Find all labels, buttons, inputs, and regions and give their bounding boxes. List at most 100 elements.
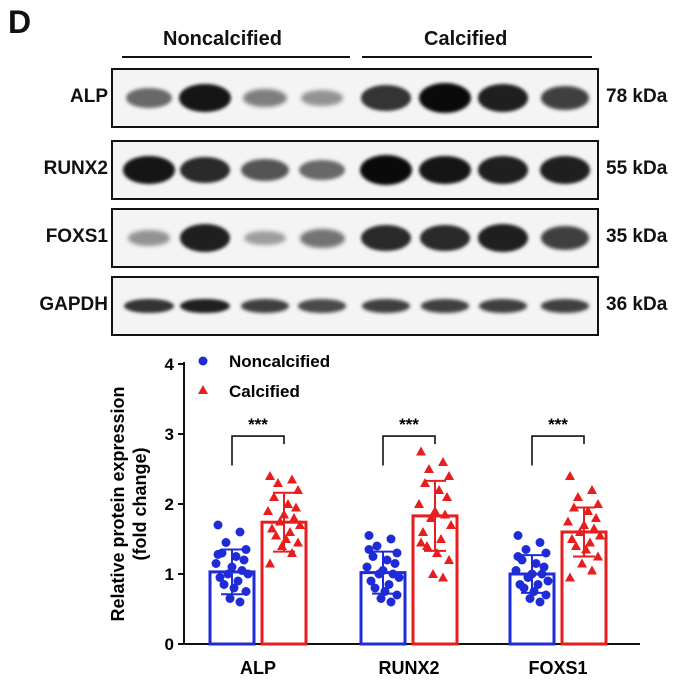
group-line-noncalcified bbox=[122, 56, 350, 58]
data-point bbox=[241, 587, 251, 596]
data-point bbox=[374, 569, 384, 579]
blot-band bbox=[127, 230, 171, 246]
blot-band bbox=[539, 156, 591, 184]
data-point bbox=[213, 549, 223, 559]
blot-strip-alp bbox=[111, 68, 599, 128]
significance-label: *** bbox=[399, 415, 419, 434]
data-point bbox=[291, 502, 301, 512]
x-tick-label: ALP bbox=[240, 658, 276, 678]
blot-label-gapdh: GAPDH bbox=[39, 294, 108, 315]
data-point bbox=[392, 590, 402, 600]
significance-label: *** bbox=[248, 415, 268, 434]
data-point bbox=[233, 576, 243, 586]
significance-bracket bbox=[382, 435, 436, 466]
data-point bbox=[422, 541, 432, 550]
data-point bbox=[293, 485, 303, 494]
data-point bbox=[213, 520, 223, 530]
data-point bbox=[416, 446, 426, 456]
data-point bbox=[414, 499, 424, 508]
significance-bracket bbox=[531, 435, 585, 466]
data-point bbox=[541, 548, 551, 558]
bar-chart: 0 1 2 3 4 Relative protein expression (fold ch… bbox=[108, 352, 640, 678]
blot-band bbox=[241, 158, 289, 182]
blot-band bbox=[126, 87, 172, 109]
data-point bbox=[438, 572, 448, 582]
significance-bracket bbox=[231, 435, 285, 466]
data-point bbox=[436, 534, 446, 543]
data-point bbox=[263, 506, 273, 515]
data-point bbox=[565, 572, 575, 582]
data-point bbox=[235, 597, 245, 607]
data-point bbox=[243, 569, 253, 579]
y-axis-label: Relative protein expression bbox=[108, 386, 128, 621]
blot-band bbox=[361, 224, 411, 252]
data-point bbox=[382, 555, 392, 565]
blot-band bbox=[420, 224, 470, 252]
data-point bbox=[225, 594, 235, 603]
legend-marker-noncalcified bbox=[198, 356, 208, 366]
data-point bbox=[571, 541, 581, 550]
data-point bbox=[563, 516, 573, 526]
y-tick-label: 2 bbox=[165, 495, 174, 514]
data-point bbox=[223, 569, 233, 579]
blot-band bbox=[540, 299, 590, 313]
legend-marker-calcified bbox=[198, 385, 208, 394]
blot-strip-runx2 bbox=[111, 140, 599, 200]
data-point bbox=[523, 573, 533, 582]
data-point bbox=[446, 520, 456, 529]
blot-band bbox=[478, 299, 528, 313]
panel-letter: D bbox=[8, 4, 32, 40]
blot-band bbox=[179, 83, 231, 113]
data-point bbox=[511, 566, 521, 575]
data-point bbox=[271, 530, 281, 540]
blot-strip-foxs1 bbox=[111, 208, 599, 268]
data-point bbox=[235, 527, 245, 537]
blot-label-runx2: RUNX2 bbox=[43, 158, 108, 179]
data-point bbox=[577, 558, 587, 568]
data-point bbox=[426, 513, 436, 522]
data-point bbox=[364, 545, 374, 554]
data-point bbox=[593, 551, 603, 561]
data-point bbox=[420, 478, 430, 487]
blot-band bbox=[477, 224, 529, 252]
blot-band bbox=[243, 230, 287, 246]
data-point bbox=[595, 530, 605, 540]
data-point bbox=[587, 565, 597, 575]
data-point bbox=[593, 499, 603, 508]
data-point bbox=[444, 471, 454, 480]
data-point bbox=[513, 531, 523, 540]
blot-band bbox=[180, 156, 230, 184]
data-point bbox=[418, 527, 428, 536]
y-tick-label: 3 bbox=[165, 425, 174, 444]
data-point bbox=[535, 597, 545, 607]
data-point bbox=[295, 520, 305, 529]
data-point bbox=[583, 506, 593, 515]
blot-band bbox=[477, 84, 529, 112]
group-label-noncalcified: Noncalcified bbox=[163, 28, 282, 50]
data-point bbox=[533, 580, 543, 589]
blot-band bbox=[419, 83, 471, 113]
data-point bbox=[231, 552, 241, 561]
data-point bbox=[390, 559, 400, 568]
data-point bbox=[565, 471, 575, 480]
y-tick-label: 0 bbox=[165, 635, 174, 654]
data-point bbox=[368, 552, 378, 561]
blot-band bbox=[299, 159, 345, 181]
data-point bbox=[386, 597, 396, 607]
blot-band bbox=[240, 299, 290, 313]
data-point bbox=[285, 527, 295, 536]
data-point bbox=[219, 580, 229, 589]
blot-band bbox=[360, 155, 412, 185]
data-point bbox=[265, 471, 275, 480]
data-point bbox=[432, 548, 442, 557]
blot-label-foxs1: FOXS1 bbox=[45, 226, 108, 247]
blot-band bbox=[300, 90, 344, 106]
data-point bbox=[587, 485, 597, 494]
blot-band bbox=[540, 85, 590, 111]
data-point bbox=[525, 594, 535, 603]
blot-band bbox=[124, 298, 174, 314]
data-point bbox=[273, 478, 283, 487]
legend-label-calcified: Calcified bbox=[229, 382, 300, 401]
blot-band bbox=[298, 299, 346, 313]
data-point bbox=[265, 558, 275, 568]
